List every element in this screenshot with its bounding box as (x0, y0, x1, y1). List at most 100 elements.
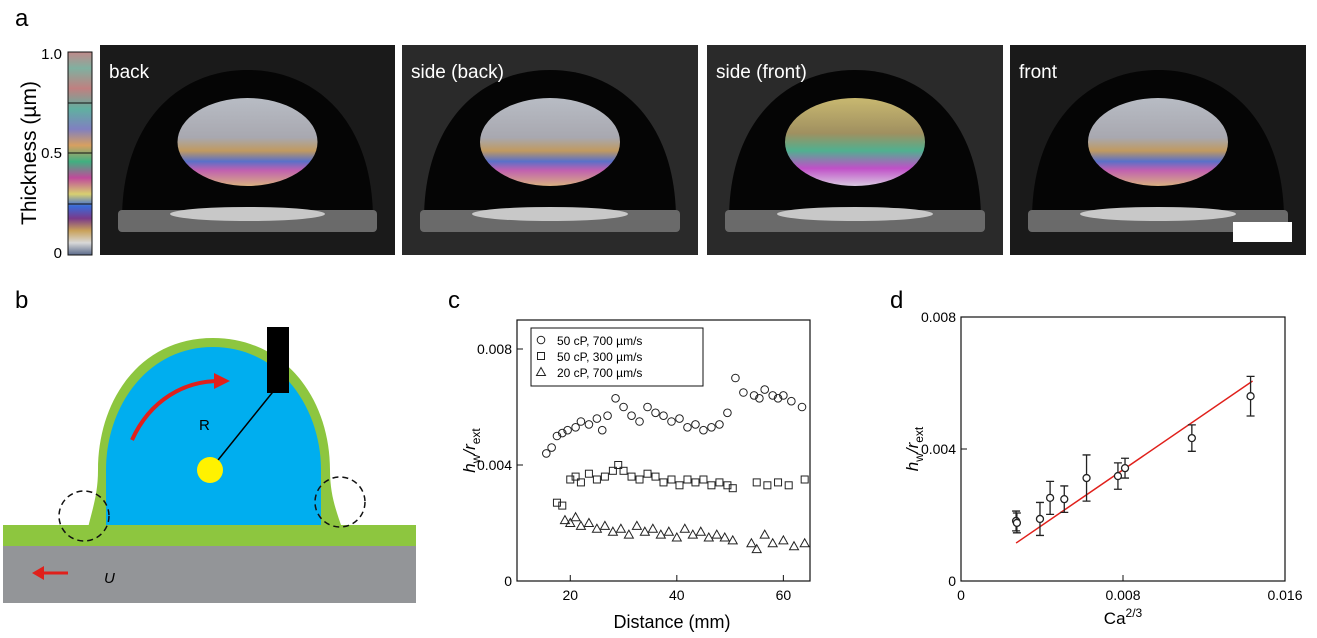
legend-label: 20 cP, 700 µm/s (557, 366, 642, 380)
point (700, 426, 708, 434)
point (585, 421, 593, 429)
point (668, 418, 676, 426)
y-tick-label: 0.008 (477, 341, 512, 357)
point (1083, 475, 1090, 482)
point (764, 482, 771, 489)
point (708, 482, 715, 489)
y-tick-label: 0.008 (921, 309, 956, 325)
axis-label-part: w (469, 454, 483, 464)
bubble (785, 98, 925, 186)
point (720, 533, 729, 541)
point (571, 513, 580, 521)
point (616, 524, 625, 532)
point (644, 403, 652, 411)
point (553, 499, 560, 506)
point (676, 415, 684, 423)
point (1122, 465, 1129, 472)
legend-marker (537, 368, 546, 376)
point (628, 412, 636, 420)
scale-bar (1233, 222, 1292, 242)
point (1188, 435, 1195, 442)
probe (267, 327, 289, 393)
point (753, 479, 760, 486)
point (788, 397, 796, 405)
platform-top (170, 207, 325, 221)
point (747, 539, 756, 547)
point (628, 473, 635, 480)
point (761, 386, 769, 394)
point (708, 424, 716, 432)
panel-label: c (448, 287, 460, 314)
legend-marker (538, 353, 545, 360)
x-tick-label: 0.016 (1267, 587, 1302, 603)
fit-line (1016, 381, 1253, 543)
axis-label-part: 2/3 (1126, 606, 1143, 620)
colorbar-tick: 0.5 (41, 145, 62, 162)
point (676, 482, 683, 489)
point (548, 444, 556, 452)
point (800, 539, 809, 547)
point (636, 418, 644, 426)
point (712, 530, 721, 538)
point (680, 524, 689, 532)
point (1061, 496, 1068, 503)
y-tick-label: 0.004 (921, 441, 956, 457)
axis-label-part: w (912, 453, 926, 463)
radius-label: R (199, 417, 210, 434)
x-tick-label: 0 (957, 587, 965, 603)
point (785, 482, 792, 489)
point (601, 473, 608, 480)
x-tick-label: 20 (562, 587, 578, 603)
point (1047, 494, 1054, 501)
x-axis-label: Distance (mm) (613, 612, 730, 632)
point (584, 519, 593, 527)
panel-label: d (890, 287, 903, 314)
platform-top (472, 207, 628, 221)
axis-label-part: ext (912, 426, 926, 443)
point (660, 412, 668, 420)
point (716, 421, 724, 429)
point (652, 409, 660, 417)
point (692, 421, 700, 429)
point (608, 527, 617, 535)
panel-a: a 1.0 0.5 0 Thickness (µm) (15, 5, 92, 262)
point (790, 542, 799, 550)
colorbar-tick: 1.0 (41, 46, 62, 63)
legend-label: 50 cP, 300 µm/s (557, 350, 642, 364)
point (779, 536, 788, 544)
point (576, 521, 585, 529)
colorbar-tick: 0 (54, 245, 62, 262)
legend-label: 50 cP, 700 µm/s (557, 334, 642, 348)
point (732, 374, 740, 382)
panel-label: b (15, 287, 28, 314)
platform-top (1080, 207, 1236, 221)
axis-label-part: h (903, 462, 922, 471)
point (775, 479, 782, 486)
point (593, 476, 600, 483)
point (696, 527, 705, 535)
point (559, 502, 566, 509)
point (604, 412, 612, 420)
point (729, 485, 736, 492)
axis-label-part: ext (469, 428, 483, 445)
point (740, 389, 748, 397)
axis-label-part: Ca (1104, 609, 1126, 628)
platform-top (777, 207, 933, 221)
point (728, 536, 737, 544)
bubble (480, 98, 620, 186)
x-tick-label: 0.008 (1105, 587, 1140, 603)
point (801, 476, 808, 483)
plot-frame (961, 317, 1285, 581)
point (648, 524, 657, 532)
point (692, 479, 699, 486)
point (612, 395, 620, 403)
point (752, 545, 761, 553)
point (660, 479, 667, 486)
point (577, 418, 585, 426)
point (1036, 515, 1043, 522)
point (704, 533, 713, 541)
point (760, 530, 769, 538)
point (684, 424, 692, 432)
point (688, 530, 697, 538)
point (598, 426, 606, 434)
